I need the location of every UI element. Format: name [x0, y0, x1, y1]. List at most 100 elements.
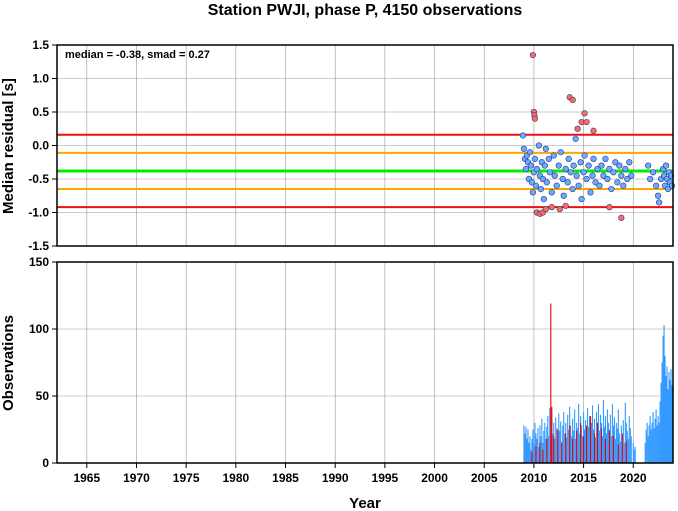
observations-y-ticks: 150 100 50 0	[29, 255, 57, 470]
residual-point-blue	[564, 179, 571, 186]
residual-point-red	[581, 110, 588, 117]
residual-point-blue	[655, 199, 663, 206]
residual-point-blue	[540, 196, 547, 203]
residual-panel: 1.5 1.0 0.5 0.0 -0.5 -1.0 -1.5 median = -0.38,…	[0, 38, 676, 253]
residual-point-blue	[580, 169, 587, 176]
x-tick-label: 2000	[421, 471, 448, 485]
residual-point-blue	[546, 169, 553, 176]
residual-point-blue	[531, 155, 538, 162]
residual-point-blue	[543, 179, 550, 186]
residual-point-blue	[626, 159, 633, 166]
residual-point-blue	[589, 172, 596, 179]
residual-point-blue	[608, 185, 615, 193]
residual-point-blue	[612, 159, 619, 166]
residual-point-red	[618, 214, 625, 221]
residual-annotation: median = -0.38, smad = 0.27	[65, 49, 210, 61]
observations-bars	[523, 303, 673, 463]
observations-y-tick-label: 50	[36, 389, 50, 403]
residual-point-blue	[664, 185, 672, 193]
residual-point-blue	[585, 162, 592, 169]
residual-y-tick-label: -1.5	[28, 239, 49, 253]
residual-point-blue	[537, 185, 544, 193]
x-tick-label: 1995	[372, 471, 399, 485]
residual-point-blue	[653, 182, 660, 189]
residual-point-blue	[618, 172, 625, 179]
residual-point-blue	[600, 172, 607, 179]
residual-point-blue	[598, 162, 605, 169]
observations-panel: 150 100 50 0 1965 1970 1975 1980 1985 1990 1995 20…	[0, 255, 674, 511]
residual-point-blue	[528, 179, 536, 186]
residual-y-tick-label: -1.0	[28, 206, 49, 220]
residual-point-red	[569, 96, 576, 104]
residual-point-blue	[560, 192, 567, 199]
residual-point-blue	[532, 182, 539, 189]
residual-point-blue	[620, 182, 627, 189]
residual-point-red	[529, 51, 537, 59]
residual-point-blue	[522, 165, 530, 173]
x-tick-label: 1970	[123, 471, 150, 485]
residual-point-blue	[583, 175, 590, 183]
residual-point-blue	[520, 145, 528, 152]
residual-point-red	[556, 206, 563, 213]
residual-point-blue	[541, 162, 548, 169]
residual-points	[519, 51, 676, 221]
x-tick-label: 1975	[173, 471, 200, 485]
residual-point-blue	[557, 149, 564, 156]
residual-point-blue	[565, 155, 572, 162]
x-tick-label: 2005	[471, 471, 498, 485]
residual-point-blue	[578, 196, 585, 203]
residual-point-blue	[647, 175, 654, 183]
residual-point-red	[606, 204, 613, 211]
residual-point-blue	[581, 152, 588, 159]
residual-point-red	[548, 204, 555, 211]
residual-point-blue	[545, 155, 552, 162]
residual-point-blue	[614, 179, 621, 186]
residual-point-blue	[622, 165, 629, 173]
residual-point-blue	[654, 192, 662, 199]
observations-y-axis-label: Observations	[0, 315, 17, 411]
residual-y-tick-label: 1.5	[32, 38, 49, 52]
observations-y-tick-label: 0	[42, 456, 49, 470]
residual-point-blue	[662, 162, 670, 169]
residual-point-blue	[590, 155, 597, 162]
residual-y-tick-label: 1.0	[32, 72, 49, 86]
residual-point-blue	[569, 185, 576, 193]
residual-point-blue	[616, 162, 623, 169]
residual-point-red	[531, 115, 538, 122]
residual-point-blue	[594, 165, 601, 173]
residual-y-axis-label: Median residual [s]	[0, 78, 17, 214]
residual-y-tick-label: 0.0	[32, 139, 49, 153]
residual-point-blue	[645, 162, 652, 169]
residual-point-blue	[559, 175, 566, 183]
residual-point-blue	[572, 135, 579, 142]
observations-x-ticks: 1965 1970 1975 1980 1985 1990 1995 2000 2005 2010…	[73, 463, 647, 485]
residual-point-blue	[587, 189, 594, 196]
residual-y-ticks: 1.5 1.0 0.5 0.0 -0.5 -1.0 -1.5	[28, 38, 57, 253]
residual-point-blue	[551, 172, 558, 179]
residual-point-blue	[606, 165, 613, 173]
x-axis-label: Year	[349, 495, 381, 511]
x-tick-label: 2010	[521, 471, 548, 485]
residual-point-blue	[562, 165, 569, 173]
observations-y-tick-label: 100	[29, 322, 49, 336]
residual-y-tick-label: -0.5	[28, 172, 49, 186]
residual-point-blue	[527, 162, 535, 169]
x-tick-label: 1990	[322, 471, 349, 485]
residual-point-blue	[519, 132, 527, 139]
residual-point-blue	[575, 182, 582, 189]
chart-title: Station PWJI, phase P, 4150 observations	[208, 2, 523, 19]
residual-point-blue	[650, 169, 657, 176]
residual-point-blue	[533, 165, 540, 173]
residual-point-blue	[567, 169, 574, 176]
residual-point-blue	[668, 182, 676, 189]
residual-point-blue	[577, 159, 584, 166]
residual-point-blue	[548, 189, 555, 196]
x-tick-label: 2015	[570, 471, 597, 485]
residual-point-blue	[542, 145, 549, 152]
x-tick-label: 1985	[272, 471, 299, 485]
residual-point-blue	[539, 175, 546, 183]
residual-point-blue	[628, 172, 635, 179]
x-tick-label: 2020	[620, 471, 647, 485]
residual-point-blue	[555, 162, 562, 169]
